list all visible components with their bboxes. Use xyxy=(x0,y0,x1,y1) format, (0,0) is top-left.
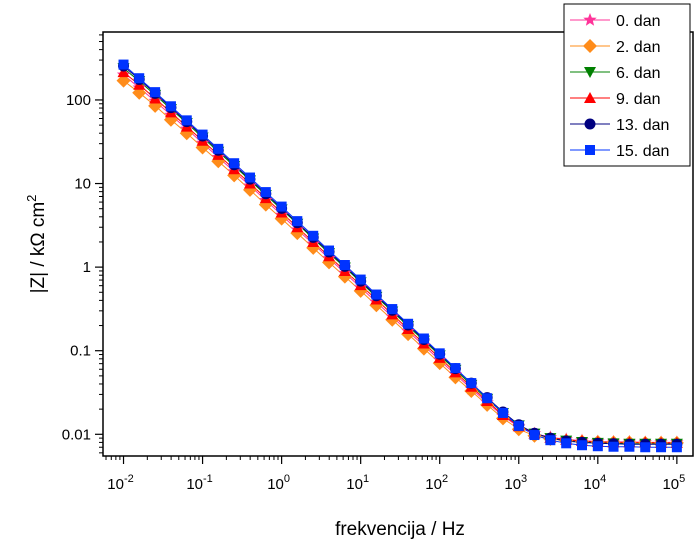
y-tick-label: 100 xyxy=(66,92,91,109)
y-tick-label: 0.01 xyxy=(62,426,91,443)
data-point xyxy=(371,289,382,300)
data-point xyxy=(656,442,667,453)
axes-ticks: 10-2 10-1 100 101 102 103 104 105 0.01 0.1 1 10 100 xyxy=(62,34,685,493)
data-point xyxy=(213,143,224,154)
data-point xyxy=(513,420,524,431)
data-point xyxy=(324,245,335,256)
y-axis-label: |Z| / kΩ cm2 xyxy=(24,195,49,294)
plot-area xyxy=(116,59,684,453)
x-axis-label: frekvencija / Hz xyxy=(335,519,465,540)
data-point xyxy=(181,115,192,126)
data-point xyxy=(497,407,508,418)
data-point xyxy=(292,216,303,227)
legend-marker xyxy=(583,13,597,26)
legend-label: 13. dan xyxy=(616,117,669,134)
legend-label: 9. dan xyxy=(616,91,660,108)
data-point xyxy=(387,304,398,315)
data-point xyxy=(561,438,572,449)
data-point xyxy=(116,73,131,88)
data-point xyxy=(529,430,540,441)
data-point xyxy=(355,274,366,285)
legend-marker xyxy=(584,67,596,78)
x-tick-label: 103 xyxy=(504,473,527,493)
legend-marker xyxy=(585,145,595,155)
legend-label: 6. dan xyxy=(616,65,660,82)
data-point xyxy=(229,158,240,169)
data-point xyxy=(545,435,556,446)
data-point xyxy=(260,187,271,198)
data-point xyxy=(308,230,319,241)
data-point xyxy=(150,87,161,98)
legend: 0. dan 2. dan 6. dan 9. dan 13. dan 15. dan xyxy=(563,3,691,167)
data-point xyxy=(117,66,130,78)
y-tick-label: 0.1 xyxy=(70,343,91,360)
legend-marker xyxy=(583,39,597,53)
data-point xyxy=(624,441,635,452)
x-tick-label: 105 xyxy=(662,473,685,493)
x-tick-label: 104 xyxy=(583,473,606,493)
data-point xyxy=(244,172,255,183)
data-point xyxy=(640,442,651,453)
x-tick-label: 10-1 xyxy=(186,473,212,493)
legend-marker xyxy=(584,92,596,103)
data-point xyxy=(118,59,129,70)
data-point xyxy=(134,73,145,84)
data-point xyxy=(482,393,493,404)
x-tick-label: 100 xyxy=(267,473,290,493)
data-point xyxy=(434,348,445,359)
legend-marker xyxy=(584,118,596,130)
data-point xyxy=(276,201,287,212)
y-tick-label: 10 xyxy=(74,176,91,193)
data-point xyxy=(466,378,477,389)
x-tick-label: 102 xyxy=(425,473,448,493)
data-point xyxy=(577,440,588,451)
data-point xyxy=(450,363,461,374)
x-tick-label: 101 xyxy=(346,473,369,493)
y-tick-label: 1 xyxy=(83,259,91,276)
data-point xyxy=(197,129,208,140)
legend-label: 15. dan xyxy=(616,143,669,160)
data-point xyxy=(403,318,414,329)
x-tick-label: 10-2 xyxy=(107,473,133,493)
data-point xyxy=(671,442,682,453)
data-point xyxy=(608,441,619,452)
legend-label: 2. dan xyxy=(616,39,660,56)
data-point xyxy=(418,333,429,344)
legend-label: 0. dan xyxy=(616,13,660,30)
data-point xyxy=(165,101,176,112)
legend-box xyxy=(563,3,691,167)
data-point xyxy=(592,441,603,452)
data-point xyxy=(339,260,350,271)
